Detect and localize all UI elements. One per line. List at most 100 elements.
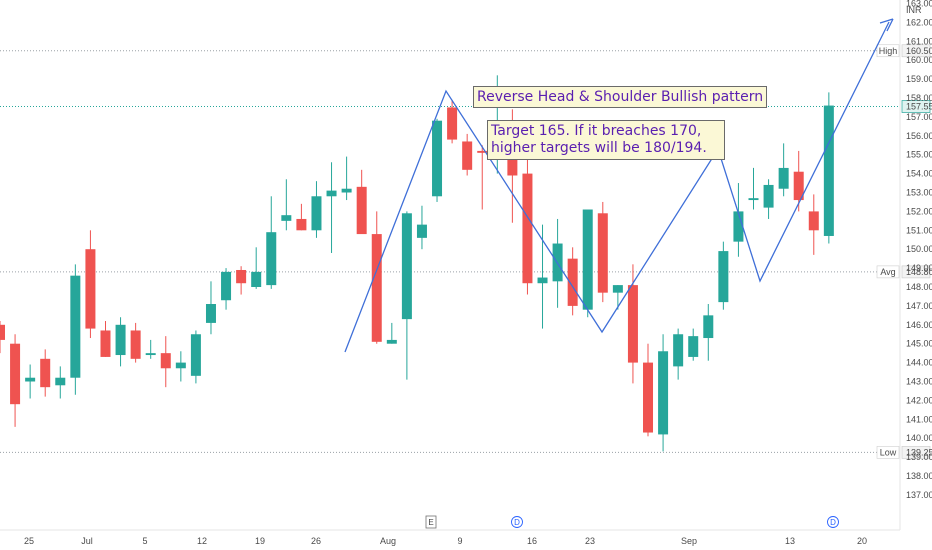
candle-up[interactable] <box>582 209 593 318</box>
candle-down[interactable] <box>40 349 51 397</box>
candle-up[interactable] <box>733 183 744 257</box>
candle-body <box>808 211 819 231</box>
candle-up[interactable] <box>341 156 352 201</box>
candle-up[interactable] <box>115 317 126 367</box>
candle-up[interactable] <box>778 143 789 197</box>
candle-up[interactable] <box>416 205 427 250</box>
x-tick-label: Jul <box>81 536 93 546</box>
x-tick-label: 5 <box>142 536 147 546</box>
x-tick-label: 12 <box>197 536 207 546</box>
candle-body <box>266 232 277 286</box>
dividend-marker[interactable] <box>827 516 839 528</box>
candle-up[interactable] <box>748 167 759 210</box>
candle-up[interactable] <box>673 328 684 380</box>
candle-up[interactable] <box>281 179 292 231</box>
candle-down[interactable] <box>808 194 819 255</box>
candle-body <box>597 213 608 293</box>
candle-down[interactable] <box>371 211 382 344</box>
candle-down[interactable] <box>100 321 111 357</box>
price-line-value-box-low <box>901 446 931 459</box>
candle-body <box>582 209 593 310</box>
y-tick-label: 153.00 <box>906 188 932 198</box>
candle-body <box>0 324 5 340</box>
x-tick-label: 19 <box>255 536 265 546</box>
candle-up[interactable] <box>311 181 322 238</box>
candle-body <box>703 315 714 339</box>
x-tick-label: Aug <box>380 536 396 546</box>
candle-body <box>190 334 201 376</box>
candle-up[interactable] <box>145 339 156 359</box>
candle-body <box>793 171 804 201</box>
candle-up[interactable] <box>432 118 443 202</box>
pattern-annotation[interactable]: Reverse Head & Shoulder Bullish pattern <box>473 86 768 108</box>
candle-down[interactable] <box>10 334 21 427</box>
candle-up[interactable] <box>190 330 201 384</box>
candle-up[interactable] <box>612 285 623 310</box>
candle-up[interactable] <box>55 366 66 399</box>
candle-body <box>251 271 262 287</box>
candle-body <box>627 285 638 363</box>
candle-up[interactable] <box>718 241 729 310</box>
candle-body <box>70 275 81 378</box>
dividend-marker[interactable] <box>511 516 523 528</box>
candle-up[interactable] <box>763 179 774 219</box>
earnings-marker[interactable] <box>425 515 437 529</box>
candle-down[interactable] <box>643 343 654 437</box>
y-tick-label: 156.00 <box>906 131 932 141</box>
candle-up[interactable] <box>205 281 216 335</box>
candle-down[interactable] <box>567 247 578 316</box>
candle-down[interactable] <box>356 169 367 235</box>
candle-up[interactable] <box>251 247 262 289</box>
candle-up[interactable] <box>688 328 699 361</box>
price-line-tag-avg <box>876 265 900 279</box>
candle-up[interactable] <box>703 304 714 361</box>
candle-up[interactable] <box>70 264 81 395</box>
target-annotation[interactable]: Target 165. If it breaches 170, higher t… <box>487 120 725 160</box>
candle-up[interactable] <box>326 162 337 253</box>
candle-down[interactable] <box>597 201 608 303</box>
candle-up[interactable] <box>221 268 232 310</box>
candle-up[interactable] <box>175 351 186 382</box>
candle-down[interactable] <box>85 230 96 339</box>
event-marker-letter: D <box>830 518 836 527</box>
candle-up[interactable] <box>401 211 412 380</box>
candle-down[interactable] <box>477 145 488 210</box>
price-axis: 137.00 138.00 139.00 140.00 141.00 142.00 143.… <box>906 0 932 500</box>
y-tick-label: 148.00 <box>906 282 932 292</box>
candle-down[interactable] <box>462 133 473 176</box>
candle-down[interactable] <box>793 150 804 212</box>
candle-down[interactable] <box>236 266 247 295</box>
y-tick-label: 154.00 <box>906 169 932 179</box>
y-tick-label: 161.00 <box>906 36 932 46</box>
candle-up[interactable] <box>537 224 548 329</box>
candle-up[interactable] <box>823 92 834 244</box>
candle-down[interactable] <box>130 322 141 363</box>
x-tick-label: 23 <box>585 536 595 546</box>
candle-body <box>130 330 141 359</box>
y-tick-label: 142.00 <box>906 395 932 405</box>
y-tick-label: 145.00 <box>906 339 932 349</box>
y-tick-label: 159.00 <box>906 74 932 84</box>
y-tick-label: 138.00 <box>906 471 932 481</box>
event-marker-letter: E <box>428 518 433 527</box>
candle-up[interactable] <box>658 334 669 452</box>
candle-body <box>205 304 216 323</box>
y-tick-label: 155.00 <box>906 150 932 160</box>
candle-body <box>763 184 774 208</box>
candle-down[interactable] <box>160 336 171 388</box>
candle-body <box>85 249 96 329</box>
y-tick-label: 146.00 <box>906 320 932 330</box>
candle-body <box>236 269 247 284</box>
candle-up[interactable] <box>25 364 36 399</box>
candle-up[interactable] <box>386 322 397 344</box>
y-tick-label: 147.00 <box>906 301 932 311</box>
candle-down[interactable] <box>447 99 458 144</box>
candle-body <box>25 377 36 382</box>
candle-body <box>447 107 458 140</box>
candle-body <box>175 362 186 369</box>
candle-down[interactable] <box>0 321 5 354</box>
candle-body <box>40 358 51 388</box>
candle-up[interactable] <box>266 196 277 289</box>
candle-down[interactable] <box>296 203 307 231</box>
